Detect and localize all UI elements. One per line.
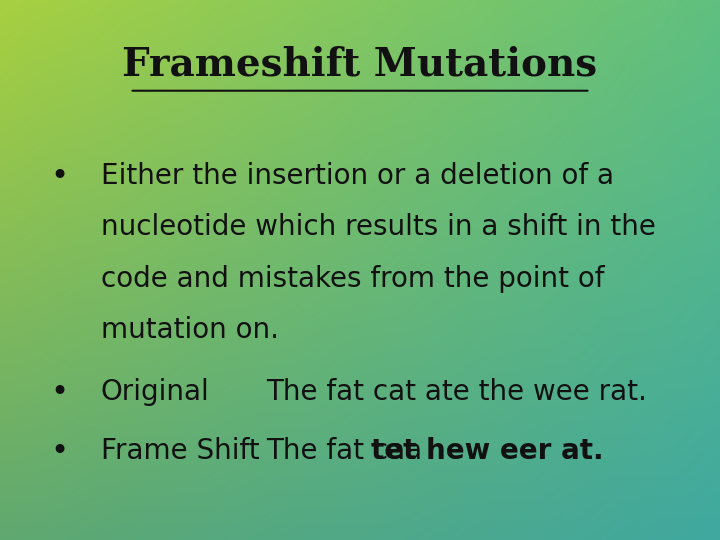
Text: code and mistakes from the point of: code and mistakes from the point of xyxy=(101,265,604,293)
Text: tet hew eer at.: tet hew eer at. xyxy=(371,437,603,465)
Text: The fat caa: The fat caa xyxy=(266,437,431,465)
Text: •: • xyxy=(50,378,68,407)
Text: nucleotide which results in a shift in the: nucleotide which results in a shift in t… xyxy=(101,213,656,241)
Text: Original: Original xyxy=(101,378,210,406)
Text: Either the insertion or a deletion of a: Either the insertion or a deletion of a xyxy=(101,162,613,190)
Text: •: • xyxy=(50,437,68,467)
Text: The fat cat ate the wee rat.: The fat cat ate the wee rat. xyxy=(266,378,647,406)
Text: •: • xyxy=(50,162,68,191)
Text: Frame Shift: Frame Shift xyxy=(101,437,259,465)
Text: mutation on.: mutation on. xyxy=(101,316,279,344)
Text: Frameshift Mutations: Frameshift Mutations xyxy=(122,46,598,84)
